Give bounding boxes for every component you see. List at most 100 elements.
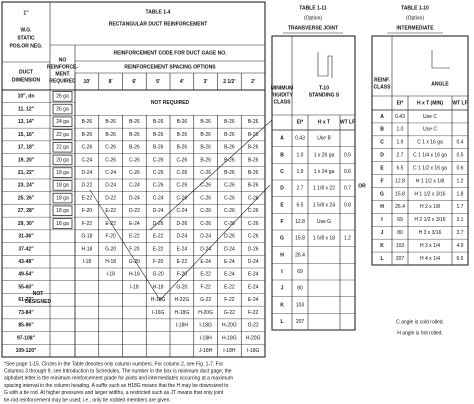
angle-icon — [431, 50, 450, 69]
not-required: NOT REQUIRED — [151, 100, 190, 106]
reinforcement-code: E-22 — [153, 234, 164, 240]
duct-gauge: 24 ga — [56, 119, 69, 125]
gauge-box — [52, 167, 73, 178]
duct-dimension: 31-36" — [18, 234, 34, 240]
static-pressure: 1" — [23, 10, 29, 16]
sub-header: WT LF — [340, 119, 355, 125]
rigidity-class: D — [380, 153, 384, 159]
footnote: spacing interval in the column heading. … — [4, 383, 229, 389]
reinforcement-code: B-26 — [224, 157, 235, 163]
reinforcement-code: B-26 — [248, 119, 259, 125]
reinforcement-code: C-26 — [200, 195, 211, 201]
reinforcement-code: H-18G — [175, 310, 190, 316]
reinforcement-code: B-26 — [224, 145, 235, 151]
reinforcement-code: C-26 — [224, 221, 235, 227]
reinforcement-code: C-26 — [105, 157, 116, 163]
column-header: NO — [59, 57, 67, 63]
reinforcement-code: C-26 — [153, 170, 164, 176]
reinforcement-code: B-26 — [82, 119, 93, 125]
reinforcement-code: C-26 — [81, 145, 92, 151]
rigidity-class: E — [280, 202, 284, 208]
sub-header: EI* — [397, 100, 404, 106]
spacing-label: 5' — [156, 79, 160, 85]
duct-gauge: 22 ga — [56, 145, 69, 151]
reinforcement-code: C-24 — [81, 157, 92, 163]
reinforcement-code: I-18 — [83, 259, 92, 265]
reinforcement-code: E-22 — [224, 284, 235, 290]
weight: 1.2 — [457, 178, 464, 184]
rigidity-class: F — [280, 219, 283, 225]
member-size: Use G — [317, 219, 331, 225]
duct-dimension: 49-54" — [18, 272, 34, 278]
reinforcement-code: C-24 — [176, 208, 187, 214]
reinforcement-code: I-18 — [106, 272, 115, 278]
footnote: tie-rod reinforcement may be used; i.e.,… — [4, 397, 171, 403]
member-size: 1 x 24 ga — [314, 169, 335, 175]
ei-value: 103 — [396, 243, 405, 249]
reinforcement-code: C-26 — [248, 221, 259, 227]
ei-value: 6.5 — [297, 202, 304, 208]
reinforcement-code: F-20 — [153, 259, 164, 265]
reinforcement-code: H-18G — [151, 297, 166, 303]
reinforcement-code: G-18 — [81, 234, 92, 240]
duct-gauge: 18 ga — [56, 195, 69, 201]
reinforcement-code: G-22 — [224, 310, 235, 316]
reinforcement-code: E-22 — [105, 221, 116, 227]
reinforcement-code: I-18H — [223, 348, 236, 354]
member-size: C 1 1/2 x 16 ga — [413, 165, 447, 171]
ei-value: 1.9 — [297, 169, 304, 175]
rigidity-class: F — [380, 178, 383, 184]
rigidity-class: I — [381, 217, 383, 223]
reinforcement-code: H-18 — [129, 272, 140, 278]
sub-header: H x T — [318, 119, 330, 125]
reinforcement-code: B-26 — [248, 145, 259, 151]
rigidity-class: C — [280, 169, 284, 175]
member-size: H 3 x 1/4 — [420, 243, 440, 249]
duct-dimension: 29, 30" — [18, 221, 35, 227]
table-title: TABLE 1-10 — [401, 5, 429, 11]
member-size: Use B — [317, 136, 331, 142]
reinforcement-code: D-24 — [153, 208, 164, 214]
weight: 0.7 — [344, 186, 351, 192]
ei-value: 12.8 — [295, 219, 305, 225]
reinforcement-code: D-24 — [224, 246, 235, 252]
reinforcement-code: H-18 — [153, 284, 164, 290]
reinforcement-code: B-26 — [105, 132, 116, 138]
reinforcement-code: F-20 — [129, 246, 140, 252]
table-subtitle: RECTANGULAR DUCT REINFORCEMENT — [109, 21, 208, 27]
footnote: *See page 1-15. Circles in the Table den… — [4, 361, 224, 367]
ei-value: 15.8 — [395, 191, 405, 197]
reinforcement-code: E-24 — [248, 272, 259, 278]
ei-value: 69 — [397, 217, 403, 223]
reinforcement-code: C-26 — [200, 208, 211, 214]
duct-dimension: 73-84" — [18, 310, 34, 316]
reinforcement-code: B-26 — [153, 145, 164, 151]
reinforcement-code: C-26 — [200, 170, 211, 176]
table-subtitle: INTERMEDIATE — [396, 25, 434, 31]
column-header: MINIMUM — [271, 85, 294, 91]
table-subtitle: TRANSVERSE JOINT — [288, 25, 338, 31]
rigidity-class: B — [280, 152, 284, 158]
duct-dimension: 15, 16" — [18, 132, 35, 138]
reinforcement-code: E-22 — [105, 208, 116, 214]
rigidity-class: A — [280, 136, 284, 142]
duct-dimension: 21, 22" — [18, 170, 35, 176]
gauge-box — [52, 192, 73, 204]
reinforcement-code: B-26 — [105, 119, 116, 125]
reinforcement-code: B-26 — [248, 183, 259, 189]
reinforcement-code: B-26 — [129, 132, 140, 138]
ei-value: 0.43 — [295, 136, 305, 142]
ei-value: 26.4 — [295, 252, 305, 258]
duct-dimension: 23, 24" — [18, 183, 35, 189]
reinforcement-code: D-24 — [248, 259, 259, 265]
weight: 1.7 — [457, 204, 464, 210]
rigidity-class: L — [380, 256, 383, 262]
duct-dimension: 43-48" — [18, 259, 34, 265]
duct-gauge: 20 ga — [56, 157, 69, 163]
reinforcement-code: C-26 — [176, 170, 187, 176]
duct-dimension: 97-108" — [17, 335, 36, 341]
weight: 3.1 — [457, 217, 464, 223]
duct-dimension: 55-60" — [18, 284, 34, 290]
member-size: 1 x 26 ga — [314, 152, 335, 158]
rigidity-class: D — [280, 186, 284, 192]
